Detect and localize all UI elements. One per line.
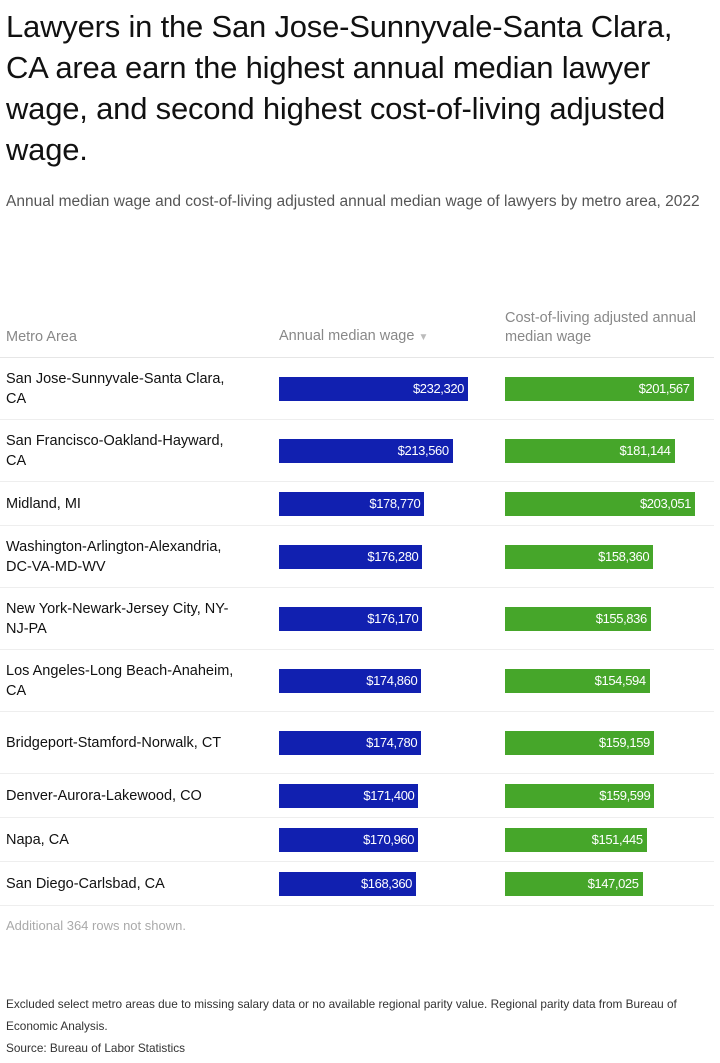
adjusted-wage-bar: $147,025 [505,871,643,896]
wage-bar: $213,560 [279,438,453,463]
footer-note: Excluded select metro areas due to missi… [6,997,677,1033]
metro-area-label: San Diego-Carlsbad, CA [6,875,165,892]
adjusted-wage-bar: $159,599 [505,783,655,808]
wage-value-label: $213,560 [397,442,449,458]
adjusted-wage-bar: $203,051 [505,491,695,516]
wage-value-label: $176,170 [367,610,419,626]
adjusted-value-label: $155,836 [595,610,647,626]
footer: Excluded select metro areas due to missi… [6,993,716,1059]
metro-area-label: Midland, MI [6,495,81,512]
table-row: Napa, CA $170,960 $151,445 [0,818,714,862]
metro-area-label: San Francisco-Oakland-Hayward, CA [6,432,224,469]
wage-bar: $171,400 [279,783,419,808]
adjusted-value-label: $147,025 [587,875,639,891]
wage-value-label: $168,360 [360,875,412,891]
chart-title: Lawyers in the San Jose-Sunnyvale-Santa … [6,9,673,167]
wage-value-label: $174,780 [366,734,418,750]
wage-bar: $176,170 [279,606,423,631]
wage-bar: $176,280 [279,544,423,569]
table-row: San Diego-Carlsbad, CA $168,360 $147,025 [0,862,714,906]
header-annual-median-wage[interactable]: Annual median wage ▼ [279,327,505,347]
metro-area-label: Napa, CA [6,831,69,848]
adjusted-wage-bar: $154,594 [505,668,650,693]
wage-value-label: $174,860 [366,672,418,688]
wage-bar: $174,860 [279,668,422,693]
adjusted-wage-bar: $158,360 [505,544,654,569]
metro-area-label: San Jose-Sunnyvale-Santa Clara, CA [6,370,225,407]
wage-bar: $174,780 [279,730,422,755]
table-row: Midland, MI $178,770 $203,051 [0,482,714,526]
metro-area-label: New York-Newark-Jersey City, NY-NJ-PA [6,600,229,637]
adjusted-wage-bar: $151,445 [505,827,647,852]
table-row: Bridgeport-Stamford-Norwalk, CT $174,780… [0,712,714,774]
metro-area-label: Bridgeport-Stamford-Norwalk, CT [6,734,222,751]
footer-source: Source: Bureau of Labor Statistics [6,1041,186,1055]
adjusted-value-label: $181,144 [619,442,671,458]
header-label: Annual median wage [279,328,415,344]
wage-value-label: $232,320 [412,380,464,396]
adjusted-wage-bar: $159,159 [505,730,654,755]
wage-value-label: $176,280 [367,548,419,564]
table-row: Los Angeles-Long Beach-Anaheim, CA $174,… [0,650,714,712]
wage-value-label: $178,770 [369,495,421,511]
adjusted-wage-bar: $181,144 [505,438,675,463]
data-table: Metro Area Annual median wage ▼ Cost-of-… [0,306,714,906]
table-row: New York-Newark-Jersey City, NY-NJ-PA $1… [0,588,714,650]
adjusted-value-label: $159,599 [599,787,651,803]
chart-subtitle: Annual median wage and cost-of-living ad… [6,193,700,210]
table-header: Metro Area Annual median wage ▼ Cost-of-… [0,306,714,358]
wage-bar: $178,770 [279,491,425,516]
wage-bar: $170,960 [279,827,419,852]
metro-area-label: Denver-Aurora-Lakewood, CO [6,787,202,804]
adjusted-value-label: $151,445 [591,831,643,847]
header-metro-area[interactable]: Metro Area [6,329,77,345]
rows-not-shown-note: Additional 364 rows not shown. [6,918,186,933]
adjusted-value-label: $154,594 [594,672,646,688]
table-row: Washington-Arlington-Alexandria, DC-VA-M… [0,526,714,588]
wage-bar: $168,360 [279,871,416,896]
adjusted-value-label: $203,051 [639,495,691,511]
header-adjusted-wage[interactable]: Cost-of-living adjusted annual median wa… [505,310,697,345]
adjusted-value-label: $201,567 [638,380,690,396]
table-row: Denver-Aurora-Lakewood, CO $171,400 $159… [0,774,714,818]
metro-area-label: Washington-Arlington-Alexandria, DC-VA-M… [6,538,222,575]
wage-value-label: $171,400 [363,787,415,803]
adjusted-value-label: $159,159 [598,734,650,750]
wage-bar: $232,320 [279,376,468,401]
adjusted-wage-bar: $155,836 [505,606,651,631]
sort-down-icon: ▼ [418,332,429,343]
adjusted-value-label: $158,360 [598,548,650,564]
table-row: San Jose-Sunnyvale-Santa Clara, CA $232,… [0,358,714,420]
table-row: San Francisco-Oakland-Hayward, CA $213,5… [0,420,714,482]
wage-value-label: $170,960 [363,831,415,847]
adjusted-wage-bar: $201,567 [505,376,694,401]
metro-area-label: Los Angeles-Long Beach-Anaheim, CA [6,662,234,699]
